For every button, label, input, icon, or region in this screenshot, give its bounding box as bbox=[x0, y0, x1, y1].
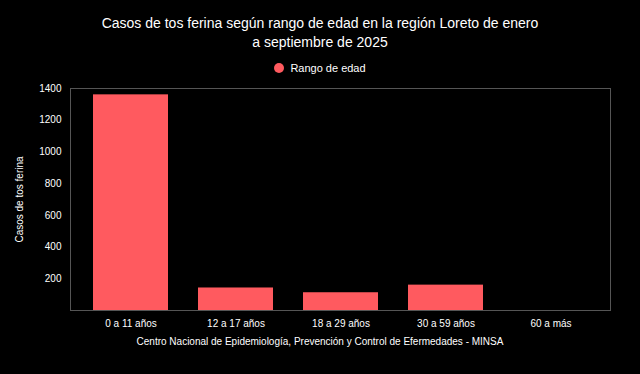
svg-text:30 a 59 años: 30 a 59 años bbox=[417, 318, 475, 329]
svg-text:1400: 1400 bbox=[39, 83, 62, 94]
svg-text:Casos de tos ferina: Casos de tos ferina bbox=[14, 156, 25, 243]
svg-text:1000: 1000 bbox=[39, 146, 62, 157]
html-text:Rango de edad: Rango de edad bbox=[290, 62, 366, 74]
svg-text:0 a 11 años: 0 a 11 años bbox=[105, 318, 157, 329]
svg-text:60 a más: 60 a más bbox=[530, 318, 571, 329]
svg-text:18 a 29 años: 18 a 29 años bbox=[312, 318, 370, 329]
html-text:Centro Nacional de Epidemiolog: Centro Nacional de Epidemiología, Preven… bbox=[136, 336, 504, 347]
svg-text:400: 400 bbox=[45, 241, 62, 252]
svg-text:1200: 1200 bbox=[39, 114, 62, 125]
svg-text:600: 600 bbox=[45, 210, 62, 221]
html-text:Casos de tos ferina según rang: Casos de tos ferina según rango de edad … bbox=[101, 15, 539, 50]
svg-text:12 a 17 años: 12 a 17 años bbox=[207, 318, 265, 329]
svg-text:800: 800 bbox=[45, 178, 62, 189]
svg-text:200: 200 bbox=[45, 273, 62, 284]
